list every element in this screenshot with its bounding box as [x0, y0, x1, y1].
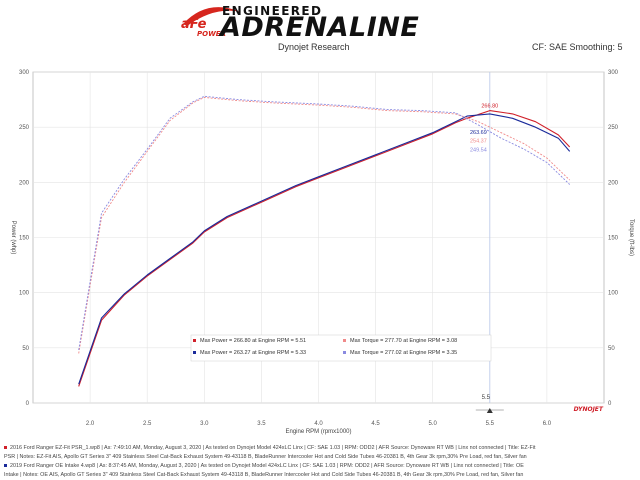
y-tick-label-right: 150	[608, 236, 619, 242]
afe-power-logo: aFe POWER	[181, 7, 241, 38]
x-tick-label: 6.0	[543, 421, 552, 427]
legend-entry: Max Torque = 277.02 at Engine RPM = 3.35	[350, 350, 457, 356]
legend-swatch	[343, 339, 346, 342]
value-annotation: 263.69	[470, 130, 487, 136]
y-tick-label-left: 200	[19, 180, 30, 186]
series-line	[78, 110, 571, 387]
svg-text:aFe: aFe	[181, 17, 207, 32]
svg-text:POWER: POWER	[197, 30, 226, 38]
footer-line-1: 2016 Ford Ranger EZ-Fit PSR_1.wp8 | As: …	[4, 444, 535, 453]
legend-entry: Max Power = 263.27 at Engine RPM = 5.33	[200, 350, 306, 356]
x-tick-label: 3.0	[200, 421, 209, 427]
y-tick-label-right: 0	[608, 401, 612, 407]
legend-swatch	[193, 339, 196, 342]
series-line	[78, 113, 571, 385]
x-tick-label: 5.5	[486, 421, 495, 427]
legend-entry: Max Power = 266.80 at Engine RPM = 5.51	[200, 338, 306, 344]
y-tick-label-left: 150	[19, 236, 30, 242]
footer-line-4: Intake | Notes: OE AIS, Apollo GT Series…	[4, 472, 524, 478]
footer-line-2: PSR | Notes: EZ-Fit AIS, Apollo GT Serie…	[4, 454, 527, 460]
y-tick-label-right: 200	[608, 180, 619, 186]
chart-source-label: Dynojet Research	[278, 42, 350, 52]
x-axis-label: Engine RPM (rpmx1000)	[285, 429, 351, 435]
x-tick-label: 2.5	[143, 421, 152, 427]
rpm-cursor-marker-icon	[486, 408, 493, 413]
dyno-chart: 0 0 50 50 100 100 150 150 200 200 250 250 300 300 2.0 2…	[10, 70, 634, 435]
y-tick-label-left: 100	[19, 291, 30, 297]
y-tick-label-right: 250	[608, 125, 619, 131]
x-tick-label: 3.5	[257, 421, 266, 427]
x-tick-label: 4.5	[371, 421, 380, 427]
header: aFe POWER ENGINEERED ADRENALINE Dynojet …	[0, 0, 640, 52]
series-line	[78, 96, 571, 354]
y-tick-label-right: 300	[608, 70, 619, 76]
y-tick-label-left: 250	[19, 125, 30, 131]
y-tick-label-left: 300	[19, 70, 30, 76]
run2-color-dot	[4, 464, 7, 468]
value-annotation: 249.54	[470, 147, 487, 153]
legend-entry: Max Torque = 277.70 at Engine RPM = 3.08	[350, 338, 457, 344]
brand-tagline-top: ENGINEERED	[222, 4, 323, 18]
y-tick-label-right: 100	[608, 291, 619, 297]
x-tick-label: 4.0	[314, 421, 323, 427]
value-annotation: 266.80	[481, 103, 498, 109]
y-tick-label-left: 0	[26, 401, 30, 407]
legend-swatch	[343, 351, 346, 354]
y-tick-label-left: 50	[22, 346, 29, 352]
correction-factor-label: CF: SAE Smoothing: 5	[532, 42, 623, 52]
dynojet-logo: DYNOJET	[574, 406, 604, 413]
legend-box	[190, 334, 492, 362]
y-axis-label-right: Torque (ft-lbs)	[628, 219, 634, 256]
y-tick-label-right: 50	[608, 346, 615, 352]
rpm-cursor-label: 5.5	[482, 395, 491, 401]
x-tick-label: 2.0	[86, 421, 95, 427]
x-tick-label: 5.0	[429, 421, 438, 427]
value-annotation: 254.37	[470, 139, 487, 145]
run1-color-dot	[4, 446, 7, 450]
brand-title: ADRENALINE	[220, 12, 420, 43]
series-line	[78, 95, 571, 351]
y-axis-label-left: Power (whp)	[10, 221, 16, 255]
footer-line-3: 2019 Ford Ranger OE Intake 4.wp8 | As: 8…	[4, 462, 524, 471]
legend-swatch	[193, 351, 196, 354]
